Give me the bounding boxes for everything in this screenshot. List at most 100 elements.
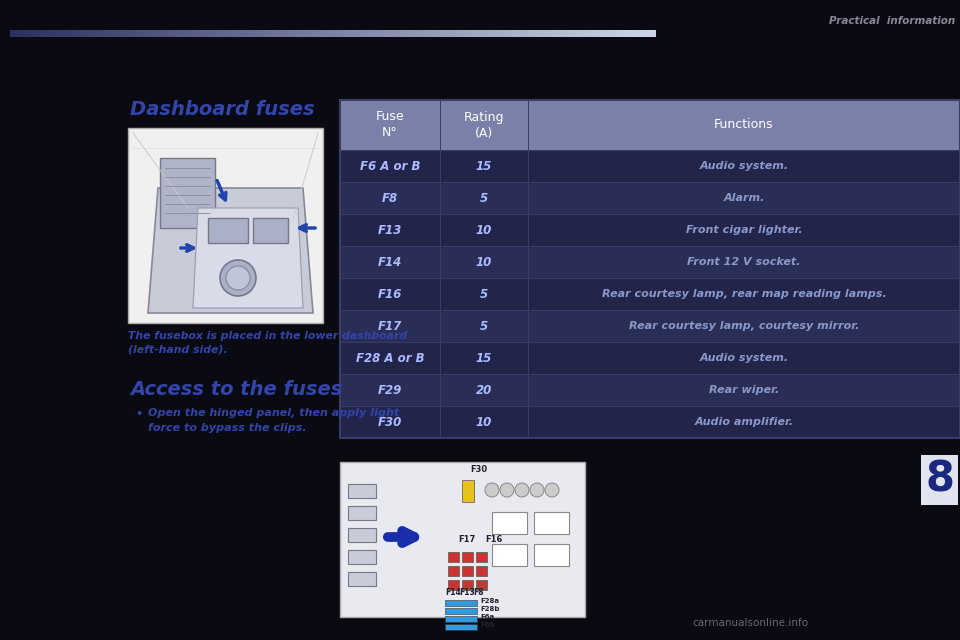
Text: F14: F14	[378, 255, 402, 269]
Bar	[180, 30, 185, 37]
Text: F8: F8	[382, 191, 398, 205]
Bar	[329, 30, 333, 37]
Bar	[346, 30, 349, 37]
Text: 10: 10	[476, 223, 492, 237]
Bar	[562, 30, 565, 37]
Bar	[348, 572, 376, 586]
Circle shape	[220, 260, 256, 296]
Bar	[597, 30, 601, 37]
Bar	[581, 30, 585, 37]
Bar	[626, 30, 630, 37]
Bar	[268, 30, 273, 37]
Bar	[97, 30, 102, 37]
Bar	[636, 30, 640, 37]
Bar	[465, 30, 468, 37]
Bar	[287, 30, 292, 37]
Bar	[281, 30, 285, 37]
Text: Rear wiper.: Rear wiper.	[708, 385, 780, 395]
Bar	[413, 30, 418, 37]
Bar	[65, 30, 69, 37]
Bar	[326, 30, 330, 37]
Bar	[445, 616, 477, 622]
Bar	[474, 30, 479, 37]
Bar	[607, 30, 611, 37]
Bar	[128, 128, 323, 323]
Bar	[448, 30, 453, 37]
Bar	[613, 30, 617, 37]
Text: Rear courtesy lamp, courtesy mirror.: Rear courtesy lamp, courtesy mirror.	[629, 321, 859, 331]
Bar	[642, 30, 646, 37]
Bar	[588, 30, 591, 37]
Bar	[362, 30, 366, 37]
Bar	[126, 30, 131, 37]
Bar	[564, 30, 569, 37]
Circle shape	[530, 483, 544, 497]
Bar	[397, 30, 401, 37]
Bar	[252, 30, 256, 37]
Bar	[481, 30, 485, 37]
Bar	[19, 30, 24, 37]
Bar	[462, 566, 473, 576]
Bar	[49, 30, 53, 37]
Bar	[545, 30, 549, 37]
Bar	[332, 30, 337, 37]
Bar	[210, 30, 214, 37]
Bar	[255, 30, 259, 37]
Bar	[340, 406, 960, 438]
Bar	[610, 30, 614, 37]
Bar	[407, 30, 411, 37]
Bar	[645, 30, 650, 37]
Bar	[323, 30, 327, 37]
Circle shape	[515, 483, 529, 497]
Bar	[604, 30, 608, 37]
Bar	[36, 30, 40, 37]
Bar	[340, 462, 585, 617]
Bar	[132, 30, 136, 37]
Bar	[175, 30, 179, 37]
Bar	[113, 30, 117, 37]
Bar	[81, 30, 85, 37]
Bar	[559, 30, 563, 37]
Bar	[206, 30, 211, 37]
Text: F16: F16	[378, 287, 402, 301]
Text: F28b: F28b	[480, 606, 499, 612]
Bar	[492, 544, 527, 566]
Bar	[568, 30, 572, 37]
Text: Audio system.: Audio system.	[700, 161, 788, 171]
Text: 15: 15	[476, 159, 492, 173]
Bar	[130, 30, 133, 37]
Bar	[381, 30, 385, 37]
Text: F14: F14	[445, 588, 461, 597]
Bar	[439, 30, 444, 37]
Text: F13: F13	[378, 223, 402, 237]
Bar	[533, 30, 537, 37]
Bar	[265, 30, 269, 37]
Text: F16: F16	[485, 535, 502, 544]
Bar	[272, 30, 276, 37]
Bar	[432, 30, 437, 37]
Bar	[507, 30, 511, 37]
Bar	[548, 30, 553, 37]
Bar	[534, 512, 569, 534]
Bar	[448, 580, 459, 590]
Bar	[52, 30, 56, 37]
Text: F8: F8	[473, 588, 484, 597]
Text: F28a: F28a	[480, 598, 499, 604]
Bar	[226, 30, 230, 37]
Bar	[400, 30, 404, 37]
Bar	[340, 278, 960, 310]
Bar	[445, 624, 477, 630]
Bar	[303, 30, 308, 37]
Bar	[574, 30, 579, 37]
Text: Dashboard fuses: Dashboard fuses	[130, 100, 315, 119]
Text: F6a: F6a	[480, 614, 494, 620]
Bar	[600, 30, 605, 37]
Bar	[16, 30, 21, 37]
Bar	[68, 30, 72, 37]
Text: Front 12 V socket.: Front 12 V socket.	[687, 257, 801, 267]
Bar	[23, 30, 27, 37]
Bar	[30, 30, 34, 37]
Polygon shape	[193, 208, 303, 308]
Bar	[593, 30, 598, 37]
Bar	[384, 30, 389, 37]
